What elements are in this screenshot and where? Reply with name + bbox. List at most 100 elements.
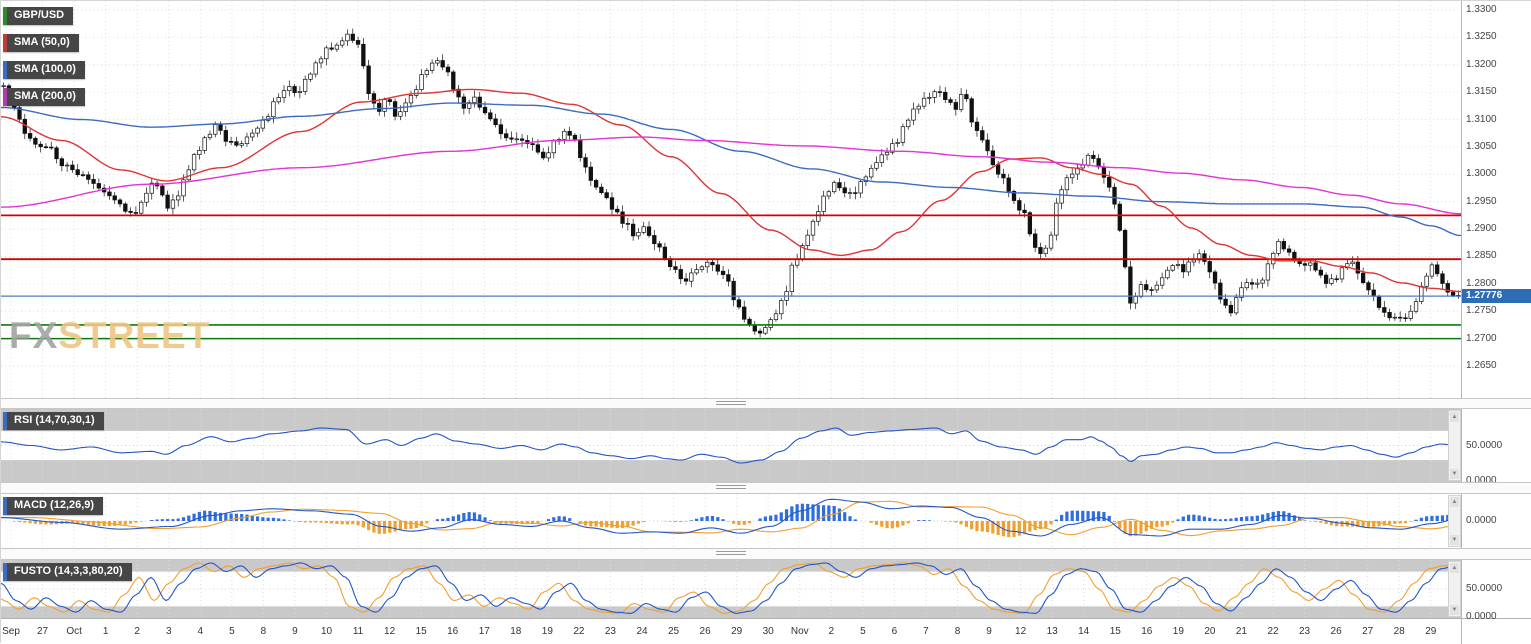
price-axis-label: 1.2650 xyxy=(1466,360,1497,371)
date-axis-label: 24 xyxy=(636,626,647,637)
splitter-grip-2[interactable] xyxy=(716,485,746,491)
date-axis-label: 8 xyxy=(261,626,267,637)
fusto-chart-svg[interactable] xyxy=(1,560,1461,618)
legend-item-gbp-usd[interactable]: GBP/USD xyxy=(3,7,73,25)
scroll-down-icon[interactable]: ▼ xyxy=(1450,605,1459,615)
macd-axis-label: 0.0000 xyxy=(1466,515,1497,526)
macd-scrollbar[interactable]: ▲▼ xyxy=(1448,495,1461,547)
date-axis-label: 29 xyxy=(731,626,742,637)
rsi-scrollbar[interactable]: ▲▼ xyxy=(1448,410,1461,481)
price-axis-label: 1.3300 xyxy=(1466,4,1497,15)
date-axis-label: 26 xyxy=(1331,626,1342,637)
date-axis-label: 8 xyxy=(955,626,961,637)
date-axis-label: 23 xyxy=(605,626,616,637)
date-axis-label: 26 xyxy=(700,626,711,637)
panel-splitter-2 xyxy=(1,482,1531,494)
date-axis-label: 2 xyxy=(829,626,835,637)
legend-item-sma-50-0-[interactable]: SMA (50,0) xyxy=(3,34,79,52)
price-axis-label: 1.3150 xyxy=(1466,86,1497,97)
price-axis-label: 1.3000 xyxy=(1466,168,1497,179)
fusto-axis-label: 0.0000 xyxy=(1466,611,1497,622)
date-axis-label: Nov xyxy=(791,626,809,637)
date-axis-label: 5 xyxy=(229,626,235,637)
rsi-chart-svg[interactable] xyxy=(1,409,1461,482)
date-axis-label: 19 xyxy=(542,626,553,637)
date-axis-label: 29 xyxy=(1425,626,1436,637)
date-axis-label: 20 xyxy=(1204,626,1215,637)
date-axis-label: 27 xyxy=(1362,626,1373,637)
date-axis-label: 15 xyxy=(416,626,427,637)
macd-value-axis: 0.0000 xyxy=(1461,494,1531,548)
scroll-up-icon[interactable]: ▲ xyxy=(1450,563,1459,573)
date-axis-label: 5 xyxy=(860,626,866,637)
scroll-down-icon[interactable]: ▼ xyxy=(1450,469,1459,479)
price-axis-label: 1.3100 xyxy=(1466,114,1497,125)
date-axis-label: 18 xyxy=(510,626,521,637)
fusto-scrollbar[interactable]: ▲▼ xyxy=(1448,561,1461,617)
macd-chart-svg[interactable] xyxy=(1,494,1461,548)
date-axis-label: 12 xyxy=(384,626,395,637)
rsi-label[interactable]: RSI (14,70,30,1) xyxy=(3,412,104,430)
date-axis-label: 4 xyxy=(198,626,204,637)
date-axis-label: 25 xyxy=(668,626,679,637)
current-price-badge: 1.27776 xyxy=(1462,289,1531,303)
date-axis-label: 28 xyxy=(1394,626,1405,637)
fusto-panel[interactable]: ▲▼ FUSTO (14,3,3,80,20) xyxy=(1,560,1461,618)
date-axis-label: 21 xyxy=(1236,626,1247,637)
price-axis-label: 1.2700 xyxy=(1466,333,1497,344)
price-axis-label: 1.3050 xyxy=(1466,141,1497,152)
macd-panel[interactable]: ▲▼ MACD (12,26,9) xyxy=(1,494,1461,548)
date-axis-label: 23 xyxy=(1299,626,1310,637)
date-axis-label: 17 xyxy=(479,626,490,637)
scroll-up-icon[interactable]: ▲ xyxy=(1450,412,1459,422)
date-axis-label: 16 xyxy=(447,626,458,637)
legend-item-sma-100-0-[interactable]: SMA (100,0) xyxy=(3,61,85,79)
scroll-down-icon[interactable]: ▼ xyxy=(1450,535,1459,545)
date-axis-label: 15 xyxy=(1110,626,1121,637)
fusto-label[interactable]: FUSTO (14,3,3,80,20) xyxy=(3,563,132,581)
date-axis-label: 10 xyxy=(321,626,332,637)
date-axis-label: 22 xyxy=(573,626,584,637)
date-axis-label: 1 xyxy=(103,626,109,637)
rsi-panel[interactable]: ▲▼ RSI (14,70,30,1) xyxy=(1,409,1461,482)
date-axis-label: 6 xyxy=(892,626,898,637)
scroll-up-icon[interactable]: ▲ xyxy=(1450,497,1459,507)
price-axis-label: 1.3200 xyxy=(1466,59,1497,70)
date-axis-label: 16 xyxy=(1141,626,1152,637)
panel-splitter-1 xyxy=(1,398,1531,409)
date-axis-label: 27 xyxy=(37,626,48,637)
legend-item-sma-200-0-[interactable]: SMA (200,0) xyxy=(3,88,85,106)
date-axis-label: 12 xyxy=(1015,626,1026,637)
panel-splitter-3 xyxy=(1,548,1531,560)
sma200-line xyxy=(1,137,1461,214)
date-axis-label: 9 xyxy=(292,626,298,637)
date-axis-label: Sep xyxy=(2,626,20,637)
date-axis-label: 9 xyxy=(986,626,992,637)
splitter-grip-1[interactable] xyxy=(716,401,746,407)
date-axis-label: 2 xyxy=(134,626,140,637)
fusto-axis-label: 50.0000 xyxy=(1466,583,1502,594)
date-axis-label: 13 xyxy=(1047,626,1058,637)
price-axis-label: 1.2900 xyxy=(1466,223,1497,234)
date-axis-label: Oct xyxy=(66,626,82,637)
date-axis-label: 11 xyxy=(353,626,363,637)
date-axis-label: 7 xyxy=(923,626,929,637)
price-axis-label: 1.2950 xyxy=(1466,196,1497,207)
splitter-grip-3[interactable] xyxy=(716,551,746,557)
price-axis-label: 1.2800 xyxy=(1466,278,1497,289)
candles-group xyxy=(2,29,1460,338)
date-axis-label: 14 xyxy=(1078,626,1089,637)
macd-label[interactable]: MACD (12,26,9) xyxy=(3,497,103,515)
price-axis-label: 1.2750 xyxy=(1466,305,1497,316)
rsi-axis-label: 50.0000 xyxy=(1466,440,1502,451)
date-axis-label: 30 xyxy=(763,626,774,637)
date-axis-label: 19 xyxy=(1173,626,1184,637)
candlestick-chart-svg[interactable] xyxy=(1,1,1461,398)
date-axis-label: 3 xyxy=(166,626,172,637)
